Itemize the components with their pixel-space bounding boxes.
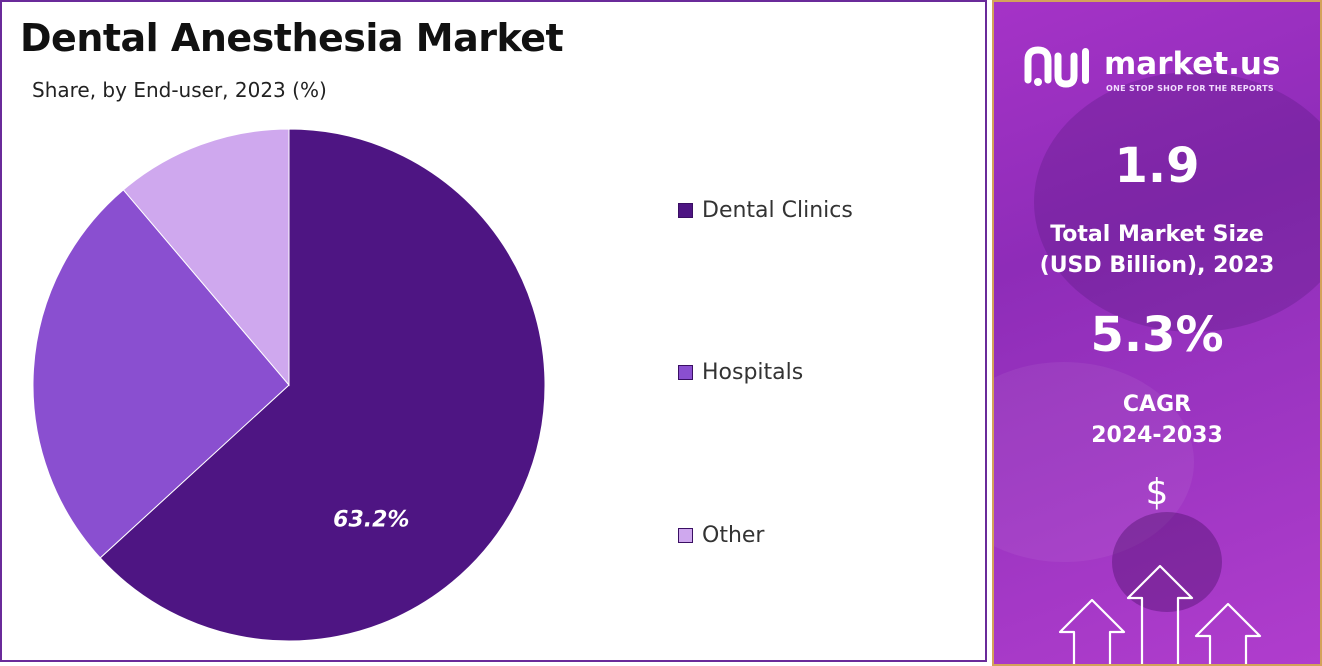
brand-tagline: ONE STOP SHOP FOR THE REPORTS <box>1106 84 1274 93</box>
legend-item: Dental Clinics <box>678 198 853 223</box>
legend-label: Hospitals <box>702 360 804 385</box>
legend-swatch <box>678 365 693 380</box>
chart-panel: Dental Anesthesia Market Share, by End-u… <box>0 0 987 662</box>
chart-title: Dental Anesthesia Market <box>20 16 564 60</box>
market-size-value: 1.9 <box>1114 138 1200 194</box>
chart-subtitle: Share, by End-user, 2023 (%) <box>32 78 327 102</box>
background-shape <box>994 362 1194 562</box>
background-shape <box>1034 72 1320 332</box>
pie-slice-hospitals <box>32 189 290 559</box>
market-size-label-line2: (USD Billion), 2023 <box>1039 253 1275 278</box>
dollar-icon: $ <box>1145 472 1169 513</box>
pie-chart: 63.2% <box>32 128 546 642</box>
legend-swatch <box>678 528 693 543</box>
legend-label: Dental Clinics <box>702 198 853 223</box>
brand-name: market.us <box>1104 46 1281 82</box>
cagr-period: 2024-2033 <box>1091 423 1223 448</box>
market-size-label-line1: Total Market Size <box>1050 222 1264 247</box>
legend-swatch <box>678 203 693 218</box>
pie-data-label: 63.2% <box>333 508 409 533</box>
arrows-up-icon <box>1058 564 1262 664</box>
legend-label: Other <box>702 523 765 548</box>
pie-slice-other <box>122 128 290 387</box>
side-panel: market.us ONE STOP SHOP FOR THE REPORTS … <box>992 0 1322 666</box>
legend-item: Other <box>678 523 764 548</box>
market-us-logo-icon <box>1024 46 1089 88</box>
cagr-label: CAGR <box>1122 392 1192 417</box>
brand-logo: market.us ONE STOP SHOP FOR THE REPORTS <box>1024 44 1294 94</box>
legend-item: Hospitals <box>678 360 803 385</box>
cagr-value: 5.3% <box>1090 307 1224 363</box>
pie-slice-dental-clinics <box>99 128 546 642</box>
